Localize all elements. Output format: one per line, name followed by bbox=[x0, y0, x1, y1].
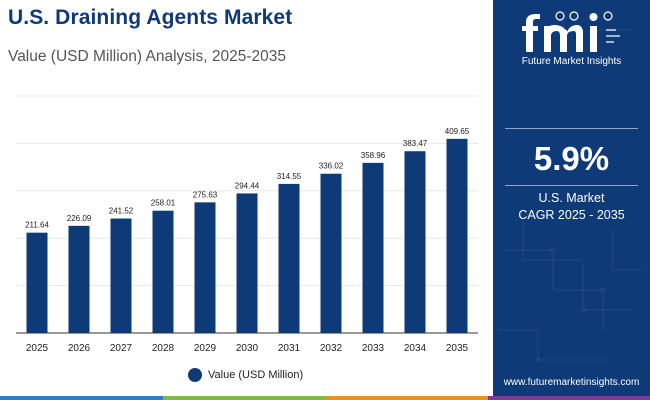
bottom-bar-segment bbox=[487, 396, 650, 400]
divider bbox=[505, 128, 638, 129]
cagr-label-line2: CAGR 2025 - 2035 bbox=[518, 208, 625, 222]
x-tick-label-2032: 2032 bbox=[320, 343, 343, 354]
data-label-2029: 275.63 bbox=[193, 190, 218, 199]
bar-2035 bbox=[446, 138, 468, 333]
divider bbox=[505, 185, 638, 186]
data-label-2031: 314.55 bbox=[277, 172, 302, 181]
bar-2034 bbox=[404, 151, 426, 333]
data-label-2028: 258.01 bbox=[151, 199, 176, 208]
x-tick-label-2031: 2031 bbox=[278, 343, 301, 354]
cagr-label-line1: U.S. Market bbox=[538, 191, 605, 205]
legend: Value (USD Million) bbox=[188, 368, 303, 382]
bar-2025 bbox=[26, 232, 48, 333]
x-tick-label-2025: 2025 bbox=[26, 343, 49, 354]
sidebar: Future Market Insights 5.9% U.S. Market … bbox=[493, 0, 650, 400]
ticks-layer: 2025 2026 2027 2028 2029 2030 2031 2032 2033 2034… bbox=[26, 343, 469, 354]
data-label-2034: 383.47 bbox=[403, 139, 428, 148]
legend-swatch bbox=[188, 368, 202, 382]
cagr-label: U.S. Market CAGR 2025 - 2035 bbox=[493, 190, 650, 224]
x-tick-label-2034: 2034 bbox=[404, 343, 427, 354]
logo: Future Market Insights bbox=[493, 6, 650, 67]
bottom-bar-segment bbox=[0, 396, 163, 400]
bar-2029 bbox=[194, 202, 216, 333]
bar-2030 bbox=[236, 193, 258, 333]
x-tick-label-2033: 2033 bbox=[362, 343, 385, 354]
logo-text: Future Market Insights bbox=[521, 56, 622, 67]
website-url[interactable]: www.futuremarketinsights.com bbox=[503, 377, 640, 388]
page-title: U.S. Draining Agents Market bbox=[8, 6, 293, 29]
x-tick-label-2028: 2028 bbox=[152, 343, 175, 354]
x-tick-label-2026: 2026 bbox=[68, 343, 91, 354]
data-label-2030: 294.44 bbox=[235, 181, 260, 190]
bar-2032 bbox=[320, 173, 342, 333]
data-label-2033: 358.96 bbox=[361, 151, 386, 160]
bar-chart: 211.64 226.09 241.52 258.01 275.63 294.44 314.… bbox=[16, 95, 478, 354]
bottom-bar-segment bbox=[325, 396, 488, 400]
bottom-color-bar bbox=[0, 396, 650, 400]
bar-2031 bbox=[278, 183, 300, 333]
bar-2026 bbox=[68, 225, 90, 333]
labels-layer: 211.64 226.09 241.52 258.01 275.63 294.44 314.… bbox=[25, 127, 470, 230]
data-label-2027: 241.52 bbox=[109, 207, 134, 216]
x-tick-label-2035: 2035 bbox=[446, 343, 469, 354]
data-label-2026: 226.09 bbox=[67, 214, 92, 223]
bar-2033 bbox=[362, 162, 384, 333]
data-label-2032: 336.02 bbox=[319, 162, 344, 171]
data-label-2025: 211.64 bbox=[25, 221, 49, 230]
bars-layer bbox=[26, 138, 468, 333]
x-tick-label-2030: 2030 bbox=[236, 343, 259, 354]
x-tick-label-2027: 2027 bbox=[110, 343, 133, 354]
bar-2028 bbox=[152, 210, 174, 333]
bottom-bar-segment bbox=[162, 396, 325, 400]
fmi-logo-mark bbox=[521, 11, 620, 52]
data-label-2035: 409.65 bbox=[445, 127, 470, 136]
cagr-value: 5.9% bbox=[533, 140, 610, 177]
x-tick-label-2029: 2029 bbox=[194, 343, 217, 354]
page-subtitle: Value (USD Million) Analysis, 2025-2035 bbox=[8, 48, 286, 65]
bar-2027 bbox=[110, 218, 132, 333]
legend-label: Value (USD Million) bbox=[208, 369, 304, 381]
